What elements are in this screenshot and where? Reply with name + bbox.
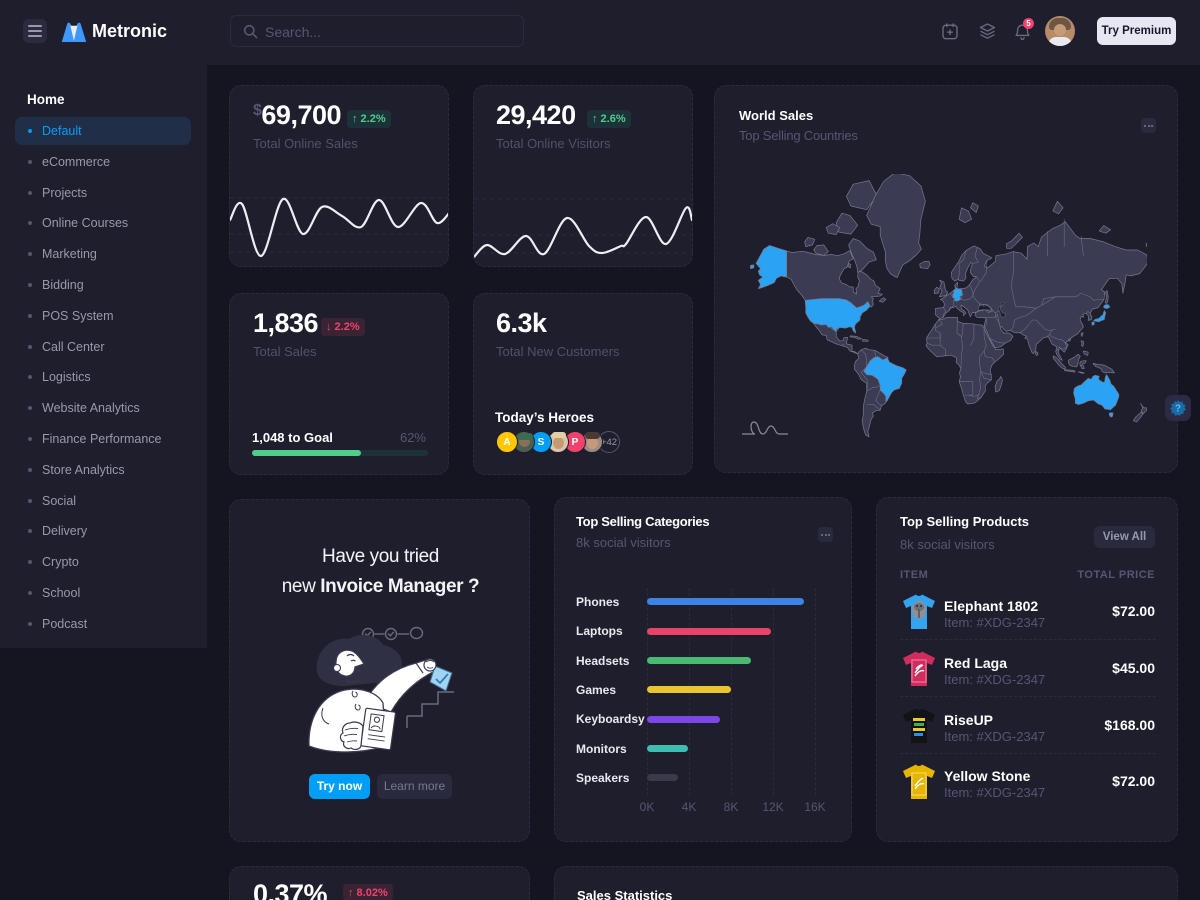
svg-text:?: ? [1175, 404, 1181, 415]
